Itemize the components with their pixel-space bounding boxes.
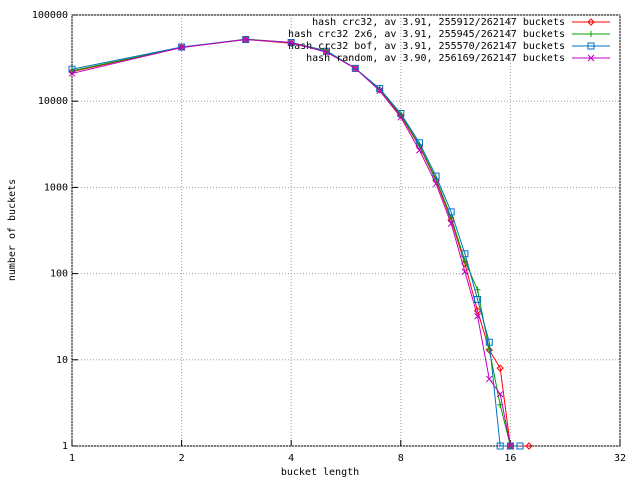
series-line <box>71 38 530 447</box>
point <box>432 180 440 188</box>
point <box>461 250 469 258</box>
point <box>474 296 482 304</box>
point <box>516 442 524 450</box>
point <box>485 338 493 346</box>
point <box>507 442 514 450</box>
point <box>178 44 185 51</box>
point <box>496 442 504 450</box>
point <box>486 346 493 353</box>
point <box>474 312 481 320</box>
legend-marker <box>587 18 595 26</box>
legend-label: hash crc32 bof, av 3.91, 255570/262147 b… <box>288 41 565 52</box>
x-tick-label: 1 <box>69 453 75 464</box>
x-tick-label: 16 <box>504 453 516 464</box>
legend-label: hash crc32 2x6, av 3.91, 255945/262147 b… <box>288 29 565 40</box>
legend-label: hash random, av 3.90, 256169/262147 buck… <box>306 53 565 64</box>
point <box>485 375 493 383</box>
x-tick-label: 32 <box>614 453 626 464</box>
point <box>397 113 405 121</box>
x-tick-label: 2 <box>179 453 185 464</box>
point <box>496 390 504 398</box>
x-axis-label: bucket length <box>281 467 359 478</box>
y-tick-label: 100000 <box>32 10 68 21</box>
point <box>242 35 250 43</box>
point <box>287 39 295 46</box>
point <box>242 36 250 43</box>
point <box>461 268 469 276</box>
legend-marker <box>587 54 595 62</box>
x-tick-label: 4 <box>288 453 294 464</box>
series-line <box>71 38 520 447</box>
point <box>376 85 384 93</box>
y-tick-label: 10 <box>56 355 68 366</box>
point <box>525 442 533 450</box>
legend-marker <box>587 42 595 50</box>
y-tick-label: 1 <box>62 441 68 452</box>
point <box>415 139 423 147</box>
y-axis-label: number of buckets <box>7 179 18 281</box>
point <box>351 65 359 72</box>
series-line <box>71 38 511 447</box>
point <box>323 48 330 56</box>
point <box>496 364 504 372</box>
plot-frame <box>71 14 621 447</box>
y-tick-label: 10000 <box>38 96 68 107</box>
point <box>474 286 481 293</box>
legend-label: hash crc32, av 3.91, 255912/262147 bucke… <box>312 17 565 28</box>
x-tick-label: 8 <box>398 453 404 464</box>
point <box>447 208 455 216</box>
y-tick-label: 1000 <box>44 182 68 193</box>
point <box>376 87 384 95</box>
point <box>447 220 455 227</box>
y-tick-label: 100 <box>50 269 68 280</box>
point <box>416 146 423 154</box>
point <box>68 70 76 77</box>
legend-marker <box>588 31 594 37</box>
